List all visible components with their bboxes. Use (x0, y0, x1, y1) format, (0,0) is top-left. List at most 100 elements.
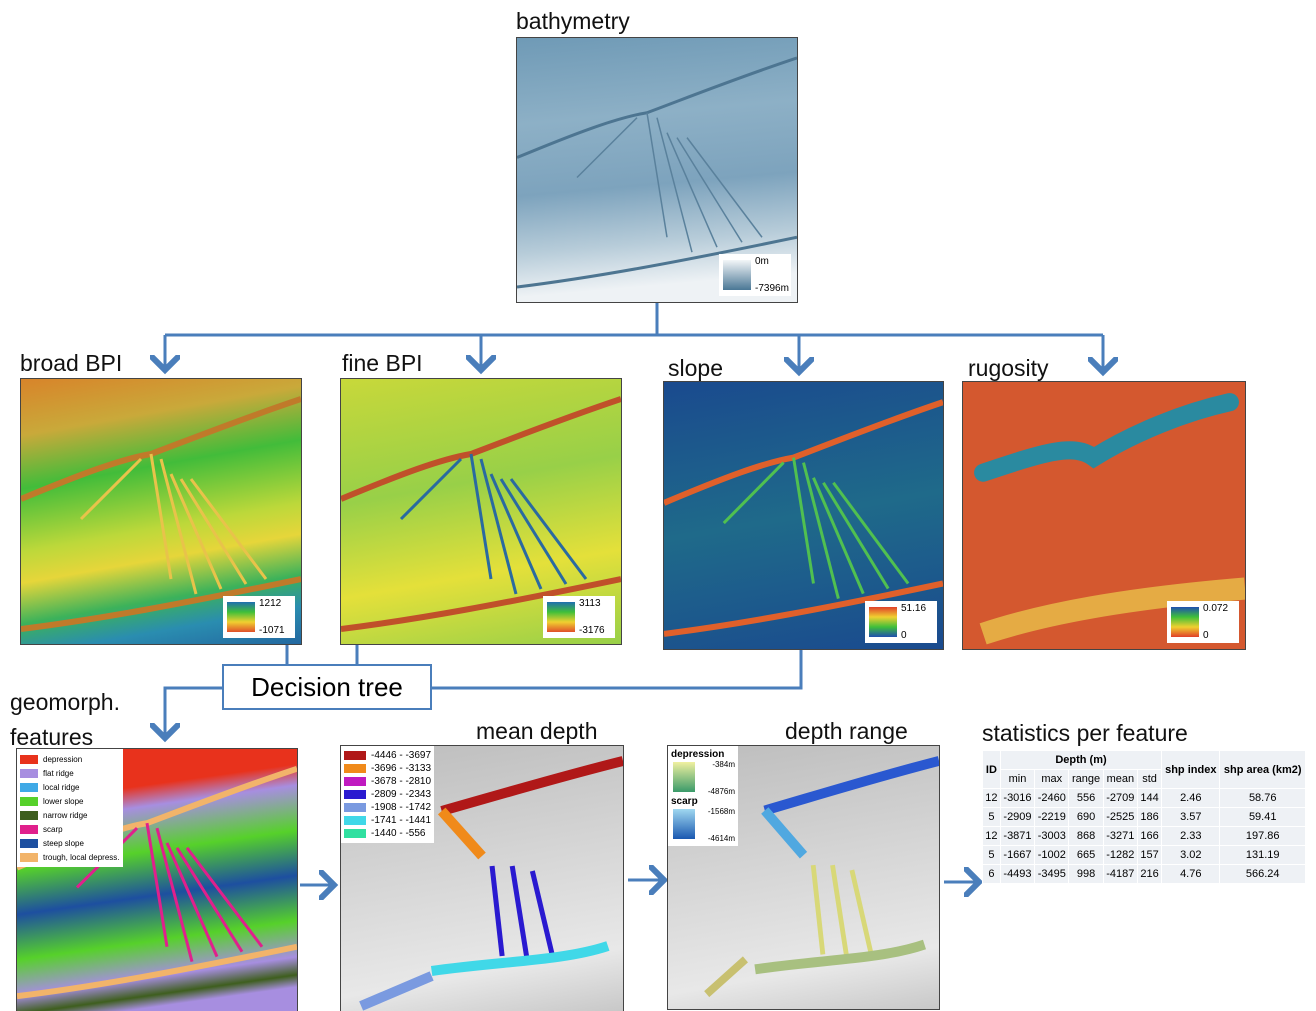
legend-swatch (673, 809, 695, 839)
legend-label: steep slope (43, 839, 84, 848)
colorbar-min: -7396m (755, 283, 789, 294)
legend-item: -2809 - -2343 (344, 788, 431, 801)
legend-label: lower slope (43, 797, 83, 806)
legend-item: -384m-4876m (671, 760, 735, 796)
legend-item: lower slope (20, 794, 120, 808)
colorbar-min: -3176 (579, 625, 605, 636)
colorbar-max: 3113 (579, 598, 601, 609)
table-cell: 12 (983, 789, 1001, 808)
header-cell: Depth (m) (1000, 751, 1161, 770)
legend-item: steep slope (20, 836, 120, 850)
subheader-cell: mean (1103, 770, 1137, 789)
legend-label: -3678 - -2810 (371, 776, 431, 787)
colorbar-max: 51.16 (901, 603, 926, 614)
table-cell: 144 (1137, 789, 1161, 808)
colorbar: 3113 -3176 (543, 596, 615, 638)
legend-swatch (20, 839, 38, 848)
table-cell: -4187 (1103, 865, 1137, 884)
layer-map: 51.16 0 (663, 381, 944, 650)
table-cell: -2909 (1000, 808, 1034, 827)
colorbar-max: 0m (755, 256, 769, 267)
legend-swatch (673, 762, 695, 792)
colorbar-max: 0.072 (1203, 603, 1228, 614)
panel-label: mean depth (476, 718, 597, 745)
legend-swatch (20, 825, 38, 834)
table-cell: 868 (1069, 827, 1103, 846)
colorbar-min: 0 (1203, 630, 1209, 641)
legend-label: flat ridge (43, 769, 74, 778)
legend-label: -4446 - -3697 (371, 750, 431, 761)
legend-label: -3696 - -3133 (371, 763, 431, 774)
table-cell: 131.19 (1220, 846, 1306, 865)
header-cell: ID (983, 751, 1001, 789)
subheader-cell: max (1035, 770, 1069, 789)
colorbar: 1212-1071 (223, 596, 295, 638)
legend-item: -1908 - -1742 (344, 801, 431, 814)
panel-label: statistics per feature (982, 720, 1188, 747)
legend-label: -1741 - -1441 (371, 815, 431, 826)
decision-box: Decision tree (222, 664, 432, 710)
table-cell: 59.41 (1220, 808, 1306, 827)
table-cell: -2709 (1103, 789, 1137, 808)
table-row: 5-1667-1002665-12821573.02131.19 (983, 846, 1306, 865)
layer-map: 3113 -3176 (340, 378, 622, 645)
legend-swatch (344, 751, 366, 760)
panel-label: slope (668, 355, 723, 382)
legend-item: -1440 - -556 (344, 827, 431, 840)
legend: depression flat ridge local ridge lower slo… (17, 749, 123, 867)
subheader-cell: range (1069, 770, 1103, 789)
table-cell: -4493 (1000, 865, 1034, 884)
table-cell: 166 (1137, 827, 1161, 846)
table-cell: 690 (1069, 808, 1103, 827)
legend-name: scarp (671, 796, 735, 807)
table-cell: 566.24 (1220, 865, 1306, 884)
legend-item: scarp (20, 822, 120, 836)
table-cell: 4.76 (1162, 865, 1220, 884)
legend-item: narrow ridge (20, 808, 120, 822)
legend-item: flat ridge (20, 766, 120, 780)
table-cell: 2.46 (1162, 789, 1220, 808)
panel-label: rugosity (968, 355, 1049, 382)
panel-label: geomorph. features (10, 685, 160, 755)
table-cell: -2460 (1035, 789, 1069, 808)
table-cell: 216 (1137, 865, 1161, 884)
subheader-cell: std (1137, 770, 1161, 789)
colorbar-min: 0 (901, 630, 907, 641)
legend: -4446 - -3697-3696 - -3133-3678 - -2810-… (341, 746, 434, 843)
diagram: Decision tree bathymetry 0m -7396m broad BP… (0, 0, 1316, 1011)
legend-max: -1568m (708, 807, 735, 816)
table-cell: 2.33 (1162, 827, 1220, 846)
legend-item: depression (20, 752, 120, 766)
table-cell: -3003 (1035, 827, 1069, 846)
table-cell: 186 (1137, 808, 1161, 827)
table-row: 12-3016-2460556-27091442.4658.76 (983, 789, 1306, 808)
panel-label: bathymetry (516, 8, 630, 35)
table-cell: -3871 (1000, 827, 1034, 846)
table-cell: -2525 (1103, 808, 1137, 827)
table-cell: 665 (1069, 846, 1103, 865)
table-cell: -2219 (1035, 808, 1069, 827)
legend-item: -4446 - -3697 (344, 749, 431, 762)
panel-label: depth range (785, 718, 908, 745)
legend-swatch (20, 811, 38, 820)
mean-depth-map: -4446 - -3697-3696 - -3133-3678 - -2810-… (340, 745, 624, 1011)
colorbar: 0m -7396m (719, 254, 791, 296)
legend-swatch (344, 829, 366, 838)
table-row: 6-4493-3495998-41872164.76566.24 (983, 865, 1306, 884)
legend-swatch (20, 853, 38, 862)
panel-label: fine BPI (342, 350, 423, 377)
legend-item: -1568m-4614m (671, 807, 735, 843)
table-cell: 3.02 (1162, 846, 1220, 865)
legend-label: scarp (43, 825, 63, 834)
subheader-cell: min (1000, 770, 1034, 789)
header-cell: shp index (1162, 751, 1220, 789)
panel-label: broad BPI (20, 350, 122, 377)
legend-item: -1741 - -1441 (344, 814, 431, 827)
legend-label: local ridge (43, 783, 79, 792)
colorbar-swatch (869, 607, 897, 637)
colorbar-swatch (547, 602, 575, 632)
legend-label: depression (43, 755, 82, 764)
